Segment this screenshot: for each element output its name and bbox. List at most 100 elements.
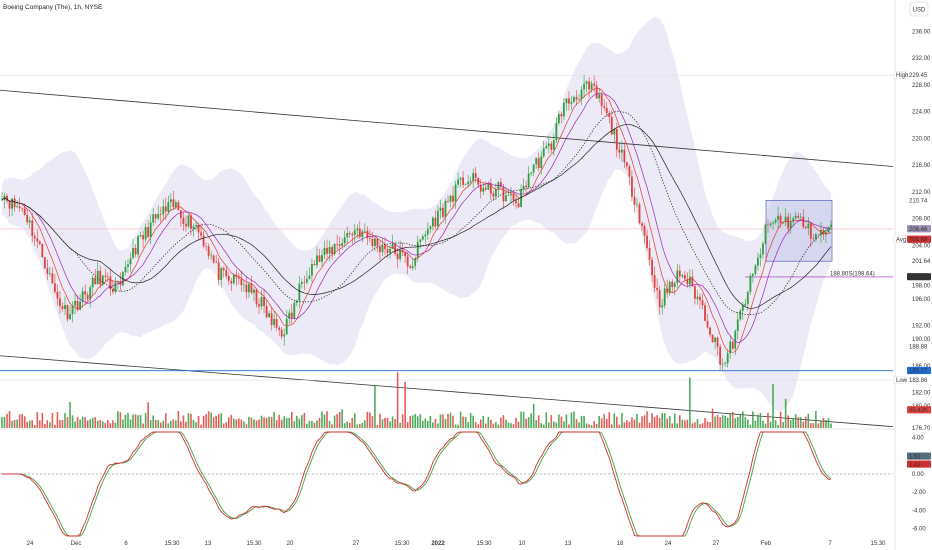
volume-bar <box>474 422 477 428</box>
volume-bar <box>263 417 265 428</box>
price-label: 204.89 <box>909 237 928 243</box>
candle-body <box>341 243 344 246</box>
y-tick-label: 228.00 <box>912 83 931 89</box>
candle-body <box>746 291 749 304</box>
volume-bar <box>643 415 646 428</box>
volume-bar <box>807 413 810 428</box>
volume-bar <box>64 413 66 428</box>
candle-body <box>13 198 16 208</box>
candle-body <box>563 102 565 117</box>
price-tag-label: High <box>896 73 908 79</box>
price-label: 206.46 <box>909 227 928 233</box>
y-tick-label: 220.00 <box>912 136 931 142</box>
candle-body <box>26 214 29 223</box>
candle-body <box>386 249 389 253</box>
candle-body <box>157 213 160 219</box>
volume-bar <box>336 414 338 428</box>
volume-bar <box>270 416 273 428</box>
candle-body <box>739 310 742 320</box>
volume-bar <box>782 422 784 428</box>
volume-bar <box>686 419 689 428</box>
x-tick-label: 18 <box>617 541 624 547</box>
candle-body <box>91 277 94 288</box>
upper-trendline[interactable] <box>0 89 894 167</box>
volume-bar <box>238 418 240 428</box>
x-tick-label: 15:30 <box>164 541 180 547</box>
volume-bar <box>49 422 51 428</box>
candle-body <box>318 255 321 262</box>
resistance-box[interactable] <box>765 200 833 262</box>
volume-bar <box>802 421 805 428</box>
candle-body <box>530 172 533 174</box>
candle-body <box>457 179 459 185</box>
candle-body <box>494 189 497 197</box>
volume-bar <box>94 417 97 428</box>
price-tag-bg <box>893 71 907 79</box>
volume-bar <box>830 423 832 428</box>
volume-bar <box>117 411 119 428</box>
volume-bar <box>658 417 661 428</box>
candle-body <box>716 337 719 347</box>
volume-bar <box>235 419 238 428</box>
candle-body <box>512 193 515 201</box>
volume-bar <box>44 423 46 428</box>
candle-body <box>225 270 228 277</box>
candle-body <box>79 301 82 310</box>
candle-body <box>174 202 177 208</box>
candle-body <box>605 107 608 114</box>
candle-body <box>479 184 482 192</box>
volume-bar <box>812 423 815 428</box>
volume-bar <box>376 424 379 428</box>
candle-body <box>81 291 84 302</box>
volume-bar <box>308 420 311 428</box>
candle-body <box>41 243 44 258</box>
volume-bar <box>570 412 573 428</box>
x-tick-label: 24 <box>665 541 672 547</box>
candle-body <box>555 123 558 141</box>
volume-bar <box>794 414 797 428</box>
currency-badge[interactable] <box>909 1 929 17</box>
candle-body <box>215 262 218 263</box>
oscillator-tick-label: 0.00 <box>912 472 924 478</box>
candle-body <box>51 273 54 284</box>
candle-body <box>227 276 230 281</box>
volume-bar <box>648 422 651 428</box>
volume-bar <box>217 413 220 428</box>
candle-body <box>809 223 812 239</box>
candle-body <box>311 264 313 276</box>
y-tick-label: 192.00 <box>912 324 931 330</box>
candle-body <box>525 185 528 188</box>
candle-body <box>321 255 323 262</box>
candle-body <box>817 234 820 236</box>
volume-bar <box>424 418 427 428</box>
volume-bar <box>258 419 260 428</box>
candle-body <box>673 283 676 287</box>
candle-body <box>48 273 51 274</box>
volume-bar <box>26 421 28 428</box>
volume-bar <box>182 415 185 428</box>
candle-body <box>250 283 253 293</box>
lower-trendline[interactable] <box>0 355 894 428</box>
candle-body <box>497 182 500 190</box>
candle-body <box>580 89 583 99</box>
candle-body <box>527 173 530 188</box>
candle-body <box>777 215 779 221</box>
y-tick-label: 204.00 <box>912 243 931 249</box>
volume-bar <box>114 422 117 428</box>
candle-body <box>661 305 664 308</box>
candle-body <box>351 234 354 236</box>
volume-bar <box>404 381 406 428</box>
volume-bar <box>56 412 59 428</box>
candle-body <box>371 238 374 247</box>
trendlines[interactable] <box>0 74 894 428</box>
volume-bar <box>487 416 490 428</box>
volume-bar <box>23 416 26 428</box>
volume-bar <box>346 421 349 428</box>
candle-body <box>66 305 69 320</box>
volume-bar <box>359 424 361 428</box>
volume-bar <box>112 420 114 428</box>
x-tick-label: 13 <box>565 541 572 547</box>
volume-bar <box>575 419 578 428</box>
candle-body <box>74 300 76 306</box>
